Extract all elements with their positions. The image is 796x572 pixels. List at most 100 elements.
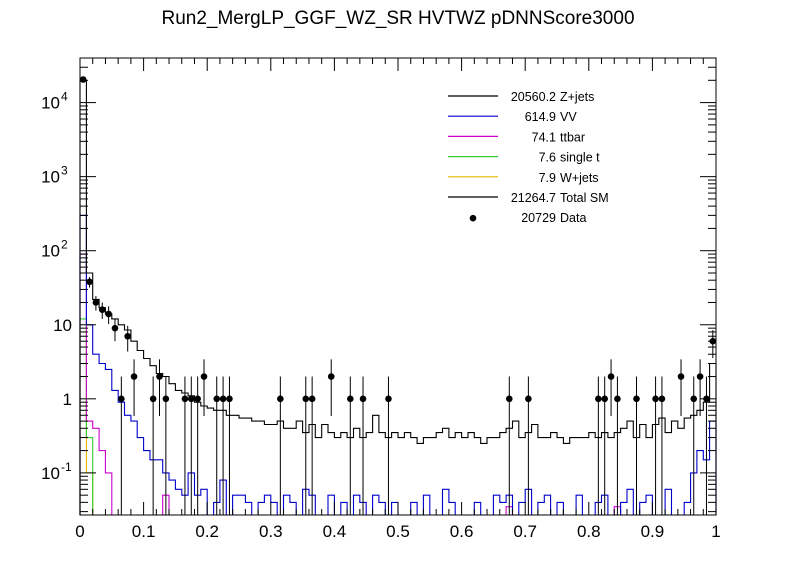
- histogram-layer: [79, 80, 717, 516]
- data-marker: [111, 324, 119, 332]
- x-tick-label: 0.7: [513, 522, 537, 541]
- data-point: [525, 376, 532, 515]
- data-point: [118, 376, 125, 515]
- data-marker: [86, 278, 93, 286]
- data-marker: [652, 395, 659, 403]
- y-tick-base: 10: [41, 242, 60, 261]
- legend-value: 20560.2: [511, 90, 556, 104]
- data-point: [696, 359, 704, 417]
- legend-value: 21264.7: [511, 191, 556, 205]
- data-marker: [219, 395, 227, 403]
- data-point: [607, 359, 615, 417]
- data-point: [347, 376, 354, 515]
- legend-label: Z+jets: [560, 90, 594, 104]
- x-tick-label: 0.2: [195, 522, 219, 541]
- legend-entry: 74.1 ttbar: [448, 130, 585, 144]
- chart-title: Run2_MergLP_GGF_WZ_SR HVTWZ pDNNScore300…: [161, 8, 635, 29]
- legend-value: 614.9: [525, 110, 556, 124]
- y-tick-label: 10 2: [41, 238, 68, 261]
- data-marker: [194, 395, 201, 403]
- legend-label: Data: [560, 211, 586, 225]
- x-tick-label: 0.6: [450, 522, 474, 541]
- data-marker: [200, 373, 208, 380]
- x-tick-label: 1: [711, 522, 720, 541]
- legend-label: VV: [560, 110, 577, 124]
- data-point: [188, 376, 195, 515]
- data-point: [219, 376, 227, 515]
- data-marker: [607, 373, 615, 380]
- data-point: [98, 302, 106, 319]
- data-marker: [347, 395, 354, 403]
- data-points-layer: [79, 76, 717, 515]
- data-point: [658, 376, 666, 515]
- data-point: [79, 76, 87, 83]
- plot-frame: [79, 57, 717, 516]
- legend-entry: 20560.2 Z+jets: [448, 90, 594, 104]
- legend-entry: 614.9 VV: [448, 110, 577, 124]
- legend-value: 7.6: [539, 151, 556, 165]
- legend-label: ttbar: [560, 130, 585, 144]
- data-point: [111, 318, 119, 342]
- data-marker: [359, 395, 367, 403]
- legend-label: single t: [560, 151, 600, 165]
- data-point: [86, 276, 93, 288]
- data-marker: [690, 395, 698, 403]
- data-marker: [302, 395, 310, 403]
- data-point: [327, 359, 335, 417]
- y-tick-base: 10: [41, 464, 60, 483]
- data-point: [302, 376, 310, 515]
- legend-entry: 21264.7 Total SM: [448, 191, 609, 205]
- data-marker: [105, 310, 112, 318]
- y-tick-label: 10: [53, 316, 72, 335]
- y-tick-label: 10 3: [41, 164, 68, 187]
- data-point: [92, 295, 100, 311]
- data-point: [703, 376, 710, 515]
- y-tick-exponent: -1: [61, 460, 72, 474]
- legend-label: W+jets: [560, 171, 599, 185]
- data-point: [105, 306, 112, 324]
- x-tick-label: 0: [75, 522, 84, 541]
- data-point: [652, 376, 659, 515]
- legend-value: 7.9: [539, 171, 556, 185]
- y-tick-base: 1: [63, 390, 72, 409]
- data-marker: [156, 373, 163, 380]
- data-marker: [130, 373, 138, 380]
- data-point: [130, 359, 138, 417]
- data-point: [614, 376, 621, 515]
- data-marker: [595, 395, 602, 403]
- data-point: [506, 376, 513, 515]
- legend-entry: 7.9 W+jets: [448, 171, 599, 185]
- x-tick-label: 0.9: [641, 522, 665, 541]
- data-marker: [525, 395, 532, 403]
- data-marker: [385, 395, 392, 403]
- legend-label: Total SM: [560, 191, 609, 205]
- data-marker: [506, 395, 513, 403]
- data-point: [213, 376, 221, 515]
- y-tick-label: 10 4: [41, 90, 68, 113]
- data-point: [595, 376, 602, 515]
- legend-entry: 20729 Data: [469, 211, 586, 225]
- x-tick-label: 0.1: [132, 522, 156, 541]
- y-tick-exponent: 3: [61, 164, 68, 178]
- data-marker: [98, 306, 106, 313]
- data-point: [149, 376, 157, 515]
- x-tick-label: 0.3: [259, 522, 283, 541]
- legend-value: 20729: [521, 211, 556, 225]
- total-sm-histogram: [79, 80, 717, 515]
- y-tick-base: 10: [53, 316, 72, 335]
- data-marker: [327, 373, 335, 380]
- data-point: [677, 359, 685, 417]
- data-point: [226, 376, 233, 515]
- data-point: [690, 376, 698, 515]
- data-marker: [79, 76, 87, 83]
- data-point: [181, 376, 189, 515]
- data-marker: [162, 395, 170, 403]
- data-marker: [696, 373, 704, 380]
- legend-marker: [469, 214, 477, 222]
- y-tick-base: 10: [41, 168, 60, 187]
- x-tick-label: 0.5: [386, 522, 410, 541]
- data-marker: [213, 395, 221, 403]
- data-marker: [658, 395, 666, 403]
- data-marker: [226, 395, 233, 403]
